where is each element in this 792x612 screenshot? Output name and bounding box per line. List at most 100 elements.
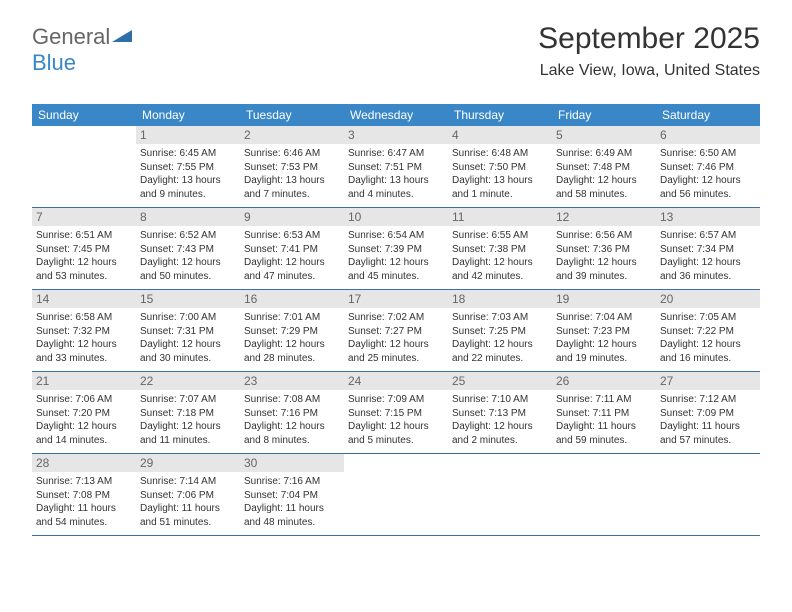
day-details: Sunrise: 6:55 AMSunset: 7:38 PMDaylight:… (452, 229, 548, 283)
weekday-header-cell: Sunday (32, 104, 136, 126)
day-number: 14 (32, 290, 136, 308)
calendar-day-cell: 18Sunrise: 7:03 AMSunset: 7:25 PMDayligh… (448, 290, 552, 371)
calendar-day-cell: 11 Sunrise: 6:55 AMSunset: 7:38 PMDayligh… (448, 208, 552, 289)
weekday-header-cell: Tuesday (240, 104, 344, 126)
day-number: 1 (136, 126, 240, 144)
day-number: 24 (344, 372, 448, 390)
weekday-header-row: SundayMondayTuesdayWednesdayThursdayFrid… (32, 104, 760, 126)
day-details: Sunrise: 6:54 AMSunset: 7:39 PMDaylight:… (348, 229, 444, 283)
calendar-day-cell: 10 Sunrise: 6:54 AMSunset: 7:39 PMDayligh… (344, 208, 448, 289)
calendar-day-cell: 15 Sunrise: 7:00 AMSunset: 7:31 PMDayligh… (136, 290, 240, 371)
day-number: 21 (32, 372, 136, 390)
day-details: Sunrise: 7:05 AMSunset: 7:22 PMDaylight:… (660, 311, 756, 365)
calendar: SundayMondayTuesdayWednesdayThursdayFrid… (32, 104, 760, 536)
calendar-day-cell (552, 454, 656, 535)
day-details: Sunrise: 6:56 AMSunset: 7:36 PMDaylight:… (556, 229, 652, 283)
day-number: 6 (656, 126, 760, 144)
calendar-day-cell: 3 Sunrise: 6:47 AMSunset: 7:51 PMDaylight… (344, 126, 448, 207)
location-subtitle: Lake View, Iowa, United States (538, 62, 760, 80)
day-details: Sunrise: 7:11 AMSunset: 7:11 PMDaylight:… (556, 393, 652, 447)
day-number: 30 (240, 454, 344, 472)
day-number: 16 (240, 290, 344, 308)
day-details: Sunrise: 6:51 AMSunset: 7:45 PMDaylight:… (36, 229, 132, 283)
day-number: 19 (552, 290, 656, 308)
calendar-day-cell: 2 Sunrise: 6:46 AMSunset: 7:53 PMDaylight… (240, 126, 344, 207)
calendar-day-cell: 9 Sunrise: 6:53 AMSunset: 7:41 PMDaylight… (240, 208, 344, 289)
calendar-day-cell: 28 Sunrise: 7:13 AMSunset: 7:08 PMDayligh… (32, 454, 136, 535)
calendar-day-cell: 25Sunrise: 7:10 AMSunset: 7:13 PMDayligh… (448, 372, 552, 453)
calendar-day-cell: 12 Sunrise: 6:56 AMSunset: 7:36 PMDayligh… (552, 208, 656, 289)
weekday-header-cell: Thursday (448, 104, 552, 126)
calendar-day-cell (656, 454, 760, 535)
calendar-day-cell: 13 Sunrise: 6:57 AMSunset: 7:34 PMDayligh… (656, 208, 760, 289)
day-number: 3 (344, 126, 448, 144)
calendar-day-cell (344, 454, 448, 535)
day-details: Sunrise: 6:48 AMSunset: 7:50 PMDaylight:… (452, 147, 548, 201)
day-number: 28 (32, 454, 136, 472)
day-number: 27 (656, 372, 760, 390)
day-details: Sunrise: 6:45 AMSunset: 7:55 PMDaylight:… (140, 147, 236, 201)
day-details: Sunrise: 7:14 AMSunset: 7:06 PMDaylight:… (140, 475, 236, 529)
calendar-day-cell: 23Sunrise: 7:08 AMSunset: 7:16 PMDayligh… (240, 372, 344, 453)
calendar-week-row: 21Sunrise: 7:06 AMSunset: 7:20 PMDayligh… (32, 372, 760, 454)
page-header: September 2025 Lake View, Iowa, United S… (538, 22, 760, 80)
calendar-day-cell: 20Sunrise: 7:05 AMSunset: 7:22 PMDayligh… (656, 290, 760, 371)
calendar-day-cell: 24Sunrise: 7:09 AMSunset: 7:15 PMDayligh… (344, 372, 448, 453)
day-number: 9 (240, 208, 344, 226)
calendar-day-cell: 26Sunrise: 7:11 AMSunset: 7:11 PMDayligh… (552, 372, 656, 453)
day-details: Sunrise: 6:50 AMSunset: 7:46 PMDaylight:… (660, 147, 756, 201)
day-details: Sunrise: 7:00 AMSunset: 7:31 PMDaylight:… (140, 311, 236, 365)
day-details: Sunrise: 7:13 AMSunset: 7:08 PMDaylight:… (36, 475, 132, 529)
brand-part1: General (32, 24, 110, 49)
day-number: 8 (136, 208, 240, 226)
day-details: Sunrise: 7:01 AMSunset: 7:29 PMDaylight:… (244, 311, 340, 365)
calendar-day-cell (448, 454, 552, 535)
day-details: Sunrise: 7:10 AMSunset: 7:13 PMDaylight:… (452, 393, 548, 447)
brand-part2: Blue (32, 50, 76, 75)
month-year-title: September 2025 (538, 22, 760, 56)
day-details: Sunrise: 6:52 AMSunset: 7:43 PMDaylight:… (140, 229, 236, 283)
day-details: Sunrise: 7:07 AMSunset: 7:18 PMDaylight:… (140, 393, 236, 447)
calendar-day-cell: 17 Sunrise: 7:02 AMSunset: 7:27 PMDayligh… (344, 290, 448, 371)
calendar-day-cell: 21Sunrise: 7:06 AMSunset: 7:20 PMDayligh… (32, 372, 136, 453)
calendar-day-cell (32, 126, 136, 207)
brand-logo: General Blue (32, 24, 132, 76)
day-number: 10 (344, 208, 448, 226)
weekday-header-cell: Friday (552, 104, 656, 126)
calendar-week-row: 28 Sunrise: 7:13 AMSunset: 7:08 PMDayligh… (32, 454, 760, 536)
day-number: 4 (448, 126, 552, 144)
day-details: Sunrise: 6:57 AMSunset: 7:34 PMDaylight:… (660, 229, 756, 283)
calendar-day-cell: 8 Sunrise: 6:52 AMSunset: 7:43 PMDaylight… (136, 208, 240, 289)
calendar-day-cell: 29 Sunrise: 7:14 AMSunset: 7:06 PMDayligh… (136, 454, 240, 535)
day-number: 2 (240, 126, 344, 144)
calendar-day-cell: 30Sunrise: 7:16 AMSunset: 7:04 PMDayligh… (240, 454, 344, 535)
day-number: 29 (136, 454, 240, 472)
calendar-week-row: 14Sunrise: 6:58 AMSunset: 7:32 PMDayligh… (32, 290, 760, 372)
calendar-day-cell: 27Sunrise: 7:12 AMSunset: 7:09 PMDayligh… (656, 372, 760, 453)
calendar-day-cell: 19 Sunrise: 7:04 AMSunset: 7:23 PMDayligh… (552, 290, 656, 371)
day-number: 11 (448, 208, 552, 226)
day-number: 17 (344, 290, 448, 308)
day-details: Sunrise: 7:02 AMSunset: 7:27 PMDaylight:… (348, 311, 444, 365)
calendar-day-cell: 22 Sunrise: 7:07 AMSunset: 7:18 PMDayligh… (136, 372, 240, 453)
day-number: 7 (32, 208, 136, 226)
day-number: 18 (448, 290, 552, 308)
weekday-header-cell: Monday (136, 104, 240, 126)
day-details: Sunrise: 6:46 AMSunset: 7:53 PMDaylight:… (244, 147, 340, 201)
day-details: Sunrise: 7:04 AMSunset: 7:23 PMDaylight:… (556, 311, 652, 365)
day-number: 15 (136, 290, 240, 308)
weekday-header-cell: Wednesday (344, 104, 448, 126)
day-details: Sunrise: 6:47 AMSunset: 7:51 PMDaylight:… (348, 147, 444, 201)
calendar-day-cell: 14Sunrise: 6:58 AMSunset: 7:32 PMDayligh… (32, 290, 136, 371)
calendar-day-cell: 16 Sunrise: 7:01 AMSunset: 7:29 PMDayligh… (240, 290, 344, 371)
weekday-header-cell: Saturday (656, 104, 760, 126)
logo-triangle-icon (112, 24, 132, 50)
calendar-week-row: 1 Sunrise: 6:45 AMSunset: 7:55 PMDaylight… (32, 126, 760, 208)
day-details: Sunrise: 6:49 AMSunset: 7:48 PMDaylight:… (556, 147, 652, 201)
day-number: 5 (552, 126, 656, 144)
calendar-day-cell: 6 Sunrise: 6:50 AMSunset: 7:46 PMDaylight… (656, 126, 760, 207)
day-number: 13 (656, 208, 760, 226)
day-number: 12 (552, 208, 656, 226)
day-details: Sunrise: 6:53 AMSunset: 7:41 PMDaylight:… (244, 229, 340, 283)
day-number: 22 (136, 372, 240, 390)
